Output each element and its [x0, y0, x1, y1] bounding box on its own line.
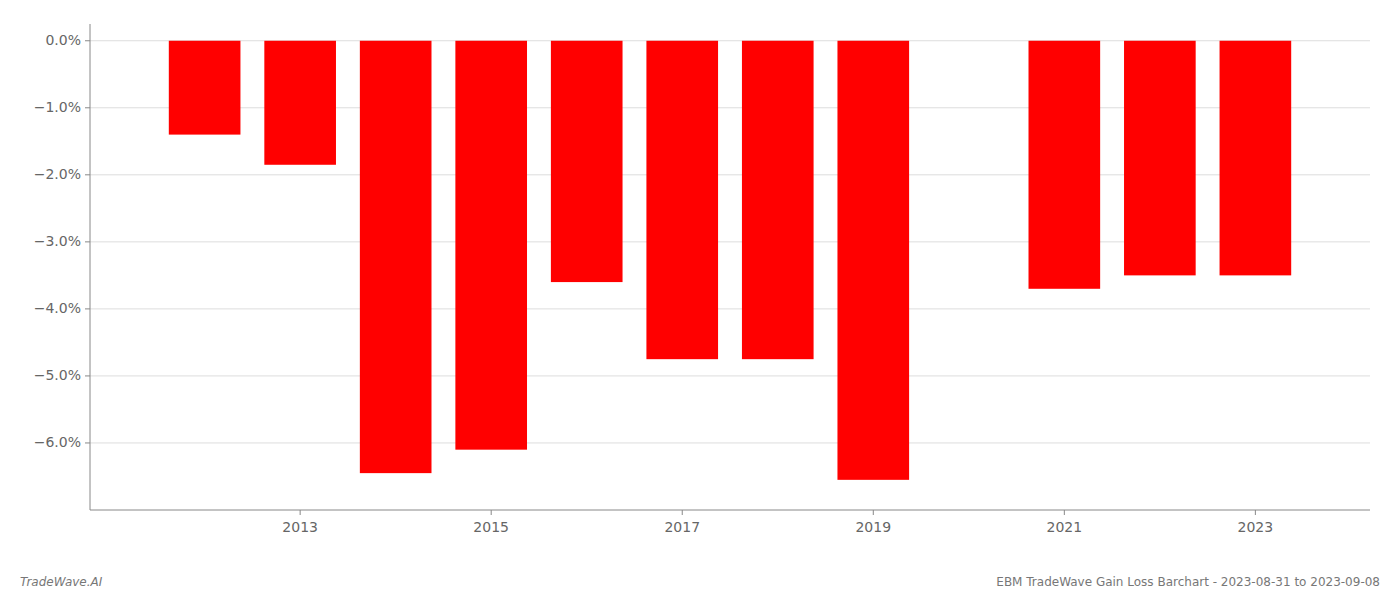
footer-right: EBM TradeWave Gain Loss Barchart - 2023-… — [996, 575, 1380, 589]
x-tick-label: 2015 — [473, 519, 509, 535]
x-axis-line — [90, 510, 1370, 511]
x-tick — [873, 510, 874, 515]
grid-line — [90, 375, 1370, 376]
bar — [646, 41, 718, 359]
bar — [1124, 41, 1196, 276]
bar — [1220, 41, 1292, 276]
y-tick-label: −3.0% — [34, 233, 81, 249]
bar — [742, 41, 814, 359]
x-tick-label: 2013 — [282, 519, 318, 535]
bar — [360, 41, 432, 473]
bar — [264, 41, 336, 165]
x-tick — [682, 510, 683, 515]
bar — [1029, 41, 1101, 289]
grid — [90, 41, 1370, 443]
y-tick-label: −2.0% — [34, 166, 81, 182]
y-tick-label: −4.0% — [34, 300, 81, 316]
x-tick — [491, 510, 492, 515]
y-tick — [85, 241, 90, 242]
y-tick — [85, 40, 90, 41]
x-tick-label: 2019 — [855, 519, 891, 535]
x-tick-label: 2021 — [1047, 519, 1083, 535]
x-tick-label: 2023 — [1238, 519, 1274, 535]
chart: 0.0% −1.0% −2.0% −3.0% −4.0% −5.0% −6.0% 2013 20… — [0, 0, 1400, 600]
y-tick — [85, 308, 90, 309]
footer-left: TradeWave.AI — [20, 575, 103, 589]
x-tick — [300, 510, 301, 515]
x-tick-label: 2017 — [664, 519, 700, 535]
y-axis-line — [90, 24, 91, 510]
grid-line — [90, 308, 1370, 309]
y-tick — [85, 107, 90, 108]
y-tick-label: −6.0% — [34, 434, 81, 450]
y-tick — [85, 375, 90, 376]
axes: 0.0% −1.0% −2.0% −3.0% −4.0% −5.0% −6.0% 2013 20… — [34, 24, 1370, 535]
bar — [837, 41, 909, 480]
bar — [551, 41, 623, 282]
y-tick-label: −1.0% — [34, 99, 81, 115]
y-tick — [85, 442, 90, 443]
background — [0, 0, 1400, 600]
x-tick — [1255, 510, 1256, 515]
x-tick — [1064, 510, 1065, 515]
y-tick-label: 0.0% — [45, 32, 81, 48]
bar — [455, 41, 527, 450]
y-tick-label: −5.0% — [34, 367, 81, 383]
grid-line — [90, 442, 1370, 443]
bars — [169, 41, 1291, 480]
y-tick — [85, 174, 90, 175]
bar — [169, 41, 241, 135]
